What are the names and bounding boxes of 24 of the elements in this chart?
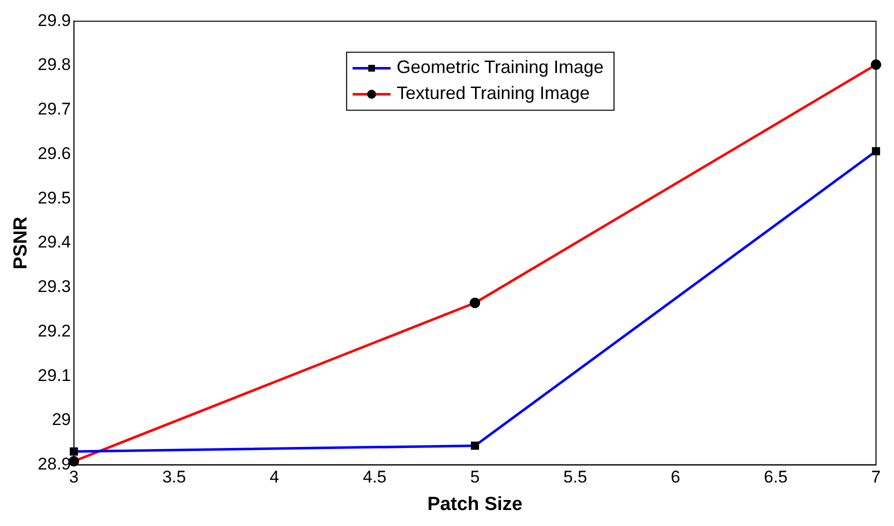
y-axis-title: PSNR (10, 216, 32, 270)
x-tick-label: 6 (670, 468, 680, 487)
y-tick-label: 28.9 (38, 454, 71, 474)
legend-label: Geometric Training Image (396, 57, 604, 78)
x-tick-label: 7 (871, 468, 881, 487)
y-tick-label: 29.4 (38, 232, 71, 252)
y-tick-label: 29.5 (38, 188, 71, 208)
y-tick-label: 29.2 (38, 321, 71, 340)
x-tick-label: 3 (69, 468, 79, 487)
x-tick-label: 4 (270, 468, 280, 487)
y-tick-label: 29.9 (38, 10, 71, 30)
x-tick-label: 5.5 (563, 468, 588, 487)
x-tick-label: 5 (470, 468, 480, 487)
y-tick-label: 29.7 (38, 100, 71, 119)
legend-label: Textured Training Image (396, 83, 590, 104)
y-tick-label: 29.3 (38, 277, 71, 296)
x-tick-label: 6.5 (764, 468, 788, 487)
y-tick-label: 29.6 (38, 144, 71, 163)
x-tick-label: 3.5 (162, 468, 186, 487)
x-axis-title: Patch Size (427, 494, 522, 515)
y-tick-label: 29.8 (38, 55, 71, 74)
y-tick-label: 29.1 (38, 366, 71, 385)
y-tick-label: 29 (52, 410, 71, 430)
x-tick-label: 4.5 (362, 468, 386, 487)
